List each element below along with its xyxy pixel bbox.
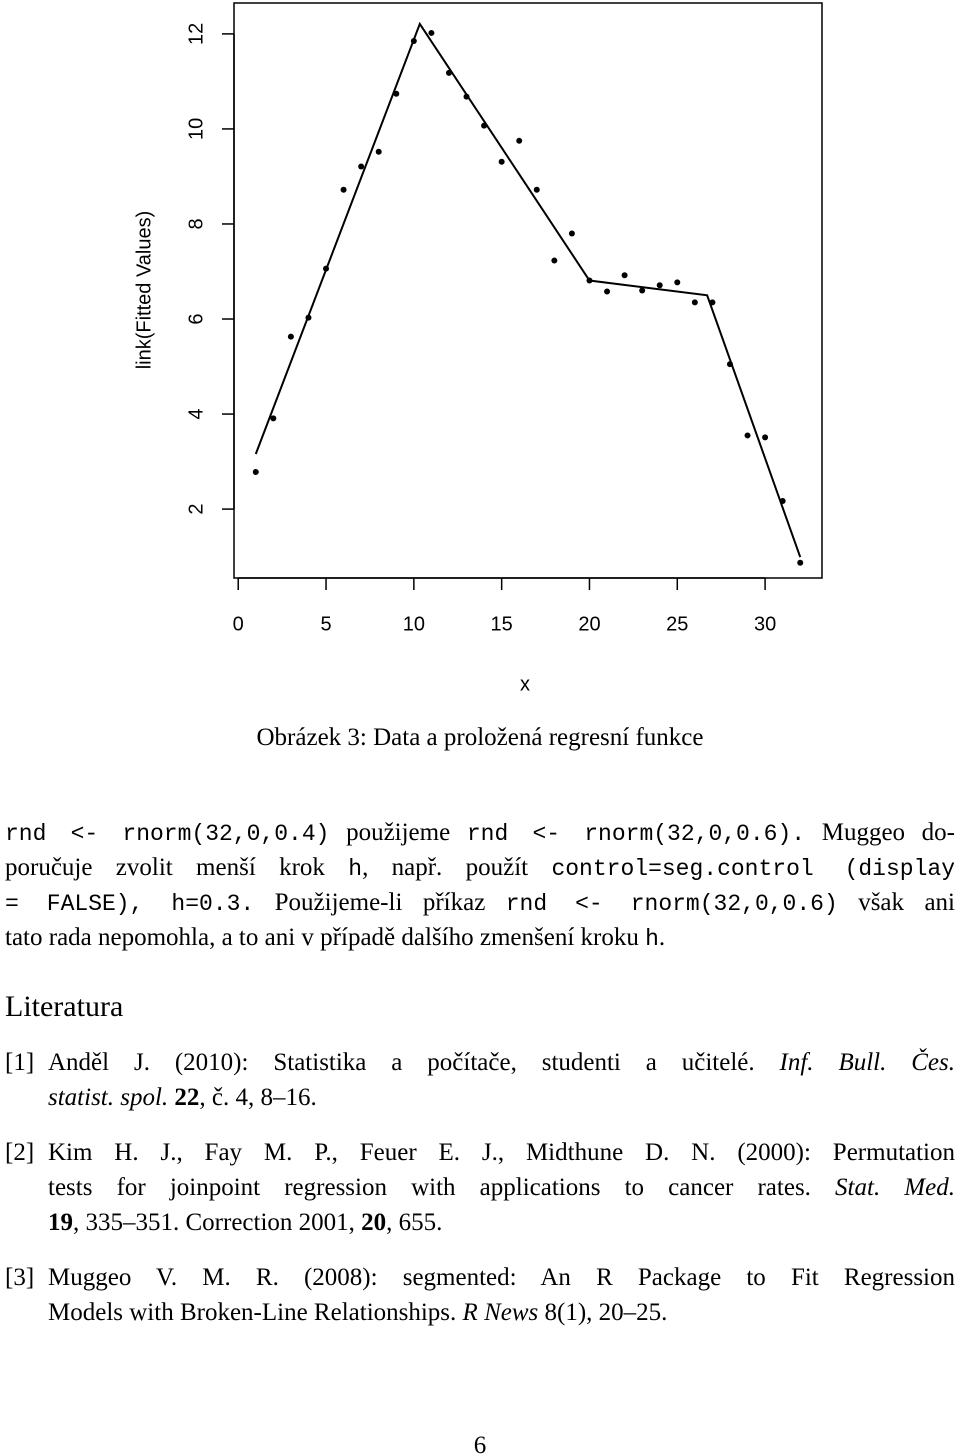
data-point [586,277,593,284]
text-line: Models with Broken-Line Relationships. R… [48,1295,955,1330]
text-run: Muggeo do- [805,819,956,846]
y-axis-label: link(Fitted Values) [133,211,155,370]
data-point [533,186,540,193]
data-point [270,415,277,422]
data-point [428,29,435,36]
text-run: , 335–351. Correction 2001, [73,1209,362,1236]
text-run: , např. použít [362,854,552,881]
x-tick-label: 25 [666,613,688,635]
data-point [621,272,628,279]
data-point [375,148,382,155]
data-point [463,93,470,100]
data-point [340,186,347,193]
text-line: = FALSE), h=0.3. Použijeme-li příkaz rnd… [5,885,955,922]
text-line: poručuje zvolit menší krok h, např. použ… [5,850,955,887]
text-line: rnd <- rnorm(32,0,0.4) použijeme rnd <- … [5,815,955,852]
text-run: rnd <- rnorm(32,0,0.6). [466,821,806,847]
x-tick-label: 20 [578,613,600,635]
data-point [656,282,663,289]
y-tick-label: 10 [185,118,207,140]
text-line: Kim H. J., Fay M. P., Feuer E. J., Midth… [48,1135,955,1170]
text-run: použijeme [329,819,467,846]
data-point [498,158,505,165]
text-run: 20 [361,1209,387,1236]
data-point [393,90,400,97]
text-run: Použijeme-li příkaz [254,889,506,916]
data-point [287,333,294,340]
y-tick-label: 2 [185,504,207,515]
text-run: Muggeo V. M. R. (2008): segmented: An R … [48,1264,955,1291]
x-tick-label: 30 [754,613,776,635]
text-run: h [645,926,659,952]
text-line: statist. spol. 22, č. 4, 8–16. [48,1080,955,1115]
text-line: Anděl J. (2010): Statistika a počítače, … [48,1045,955,1080]
text-run: statist. spol. [48,1084,169,1111]
text-run: , č. 4, 8–16. [199,1084,317,1111]
data-point [762,434,769,441]
section-heading: Literatura [5,990,124,1023]
text-run: Kim H. J., Fay M. P., Feuer E. J., Midth… [48,1139,955,1166]
text-run: rnd <- rnorm(32,0,0.6) [505,891,838,917]
text-run: R News [462,1299,539,1326]
data-point [797,559,804,566]
data-point [252,469,259,476]
text-run: . [658,924,666,951]
text-run: Inf. Bull. Čes. [779,1049,956,1076]
text-line: tests for joinpoint regression with appl… [48,1170,955,1205]
data-point [568,230,575,237]
text-run: 22 [174,1084,200,1111]
data-point [305,314,312,321]
text-run: však ani [837,889,956,916]
text-run: Stat. Med. [835,1174,955,1201]
data-point [639,287,646,294]
data-point [744,432,751,439]
text-run: poručuje zvolit menší krok [5,854,349,881]
y-tick-label: 4 [185,408,207,419]
text-run: 8(1), 20–25. [538,1299,668,1326]
data-point [358,163,365,170]
data-point [445,69,452,76]
data-point [691,299,698,306]
data-point [551,257,558,264]
data-point [604,288,611,295]
data-point [709,299,716,306]
x-tick-label: 0 [233,613,244,635]
text-line: Muggeo V. M. R. (2008): segmented: An R … [48,1260,955,1295]
data-point [726,361,733,368]
reference-label: [1] [5,1049,35,1076]
x-axis-label: x [520,673,530,695]
text-run: Models with Broken-Line Relationships. [48,1299,463,1326]
data-point [779,498,786,505]
fitted-line [254,21,802,558]
text-run: tests for joinpoint regression with appl… [48,1174,836,1201]
text-run: tato rada nepomohla, a to ani v případě … [5,924,646,951]
x-tick-label: 15 [491,613,513,635]
reference-label: [3] [5,1264,35,1291]
text-run: rnd <- rnorm(32,0,0.4) [5,821,330,847]
y-tick-label: 6 [185,313,207,324]
y-tick-label: 8 [185,218,207,229]
text-run: = FALSE), h=0.3. [5,891,255,917]
text-run: 19 [48,1209,73,1236]
data-point [481,122,488,129]
text-run: h [348,856,363,882]
reference-label: [2] [5,1139,35,1166]
y-tick-label: 12 [185,23,207,45]
data-point [516,137,523,144]
x-tick-label: 10 [403,613,425,635]
data-point [323,265,330,272]
text-run: , 655. [386,1209,443,1236]
figure-caption: Obrázek 3: Data a proložená regresní fun… [256,724,704,751]
text-run: control=seg.control (display [551,856,955,882]
text-line: tato rada nepomohla, a to ani v případě … [5,920,955,957]
plot-frame [233,2,823,579]
chart: x link(Fitted Values) 0 5 10 15 20 25 30 2 4 6 8 10… [133,2,823,695]
x-tick-label: 5 [320,613,331,635]
data-point [410,38,417,45]
data-point [674,279,681,286]
text-run: Anděl J. (2010): Statistika a počítače, … [48,1049,780,1076]
text-line: 19, 335–351. Correction 2001, 20, 655. [48,1205,955,1240]
page-number: 6 [473,1432,487,1456]
